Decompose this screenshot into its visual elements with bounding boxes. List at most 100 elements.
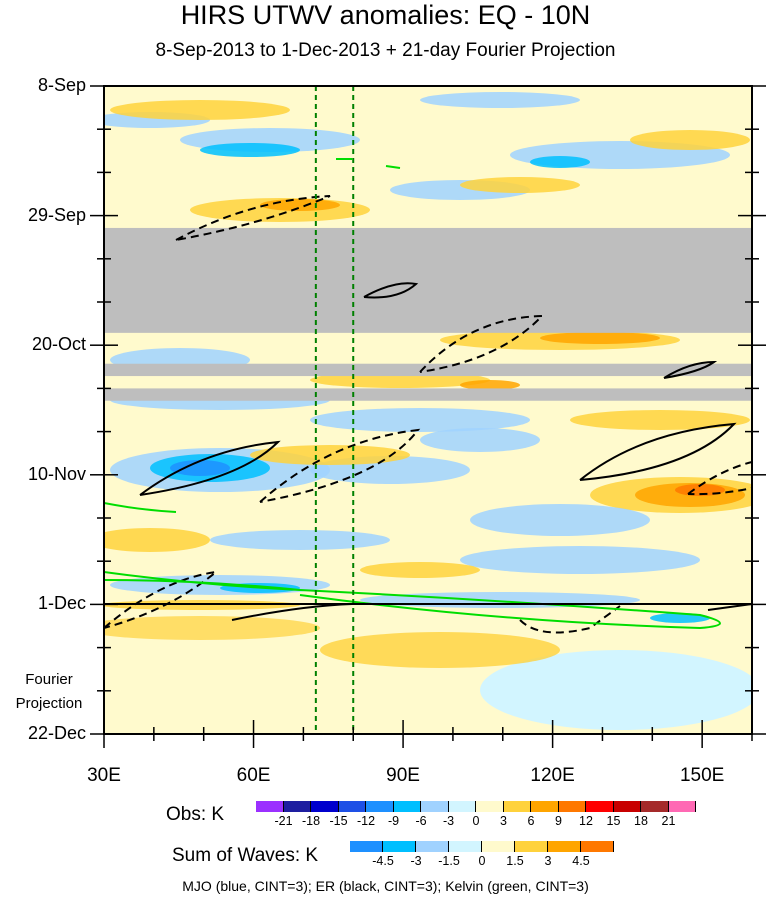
colorbar-level-label: -12 <box>356 814 376 828</box>
colorbar-swatch <box>383 841 416 852</box>
colorbar-level-label: -18 <box>301 814 321 828</box>
waves-colorbar-label: Sum of Waves: K <box>172 845 319 866</box>
plot-frame <box>103 85 753 735</box>
anomaly-blob <box>630 130 750 150</box>
projection-positive-area <box>320 632 560 668</box>
wave-contour <box>663 360 718 379</box>
colorbar-level-label: 3 <box>544 854 552 868</box>
colorbar-level-label: 15 <box>606 814 621 828</box>
y-tick-label: 10-Nov <box>27 463 86 484</box>
x-tick-label: 150E <box>679 765 725 786</box>
anomaly-blob <box>530 156 590 168</box>
colorbar-level-label: 6 <box>527 814 535 828</box>
anomaly-blob <box>570 410 750 430</box>
obs-colorbar-label: Obs: K <box>166 804 225 825</box>
colorbar-level-label: 9 <box>555 814 562 828</box>
missing-data-band <box>104 388 752 401</box>
fourier-projection-label: Fourier Projection <box>8 668 90 716</box>
colorbar-swatch <box>350 841 383 852</box>
colorbar-level-label: 12 <box>579 814 593 828</box>
anomaly-blob <box>104 528 210 552</box>
colorbar-swatch <box>448 801 476 812</box>
colorbar-level-label: 21 <box>661 814 676 828</box>
colorbar-swatch <box>449 841 482 852</box>
x-tick-label: 30E <box>87 765 121 786</box>
colorbar-swatch <box>641 801 669 812</box>
colorbar-swatch <box>338 801 366 812</box>
anomaly-blob <box>360 592 640 608</box>
anomaly-blob <box>200 143 300 157</box>
colorbar-swatch <box>421 801 449 812</box>
wave-contour <box>259 428 421 503</box>
wave-contour <box>139 440 281 496</box>
y-tick-label: 20-Oct <box>31 334 86 355</box>
projection-negative-area <box>480 650 752 730</box>
colorbar-swatch <box>482 841 515 852</box>
colorbar-swatch <box>558 801 586 812</box>
colorbar-level-label: -4.5 <box>372 854 394 868</box>
projection-positive-area-2 <box>104 616 320 640</box>
wave-contour <box>104 502 177 513</box>
colorbar-level-label: 0 <box>472 814 480 828</box>
colorbar-swatch <box>311 801 339 812</box>
colorbar-swatch <box>256 801 284 812</box>
chart-subtitle: 8-Sep-2013 to 1-Dec-2013 + 21-day Fourie… <box>155 40 616 61</box>
contour-legend-note: MJO (blue, CINT=3); ER (black, CINT=3); … <box>182 878 589 894</box>
y-tick-label: 22-Dec <box>27 723 86 743</box>
colorbar-level-label: -21 <box>274 814 293 828</box>
wave-contour <box>385 165 401 169</box>
colorbar-level-label: 3 <box>500 814 507 828</box>
x-tick-label: 90E <box>386 765 420 786</box>
anomaly-field <box>104 86 752 734</box>
colorbar-swatch <box>503 801 531 812</box>
colorbar-swatch <box>668 801 696 812</box>
wave-contour <box>104 570 220 629</box>
colorbar-swatch <box>393 801 421 812</box>
colorbar-swatch <box>416 841 449 852</box>
y-tick-label: 1-Dec <box>37 593 86 614</box>
wave-contour <box>579 422 737 481</box>
anomaly-blob <box>460 546 700 574</box>
anomaly-blob <box>540 332 660 344</box>
colorbar-level-label: -3 <box>442 814 455 828</box>
colorbar-level-label: -15 <box>329 814 348 828</box>
fourier-label-line2: Projection <box>15 695 83 712</box>
y-tick-label: 8-Sep <box>37 75 86 95</box>
anomaly-blob <box>420 428 540 452</box>
anomaly-blob <box>210 530 390 550</box>
colorbar-level-label: 18 <box>634 814 648 828</box>
colorbar-level-label: -3 <box>410 854 422 868</box>
anomaly-blob <box>310 408 530 432</box>
colorbar-swatch <box>531 801 559 812</box>
colorbar-swatch <box>476 801 504 812</box>
colorbar-swatch <box>515 841 548 852</box>
colorbar-level-label: 1.5 <box>506 854 524 868</box>
y-tick-label: 29-Sep <box>27 204 86 225</box>
wave-contour <box>419 314 545 373</box>
anomaly-blob <box>420 92 580 108</box>
colorbar-level-label: -1.5 <box>438 854 460 868</box>
colorbar-swatch <box>548 841 581 852</box>
wave-contour <box>519 605 621 634</box>
colorbar-swatch <box>613 801 641 812</box>
wave-contour <box>175 195 331 241</box>
missing-data-band <box>104 227 752 333</box>
x-tick-label: 120E <box>530 765 575 786</box>
chart-title: HIRS UTWV anomalies: EQ - 10N <box>180 0 591 30</box>
colorbar-level-label: 0 <box>478 854 486 868</box>
colorbar-swatch <box>586 801 614 812</box>
anomaly-blob <box>460 177 580 193</box>
wave-contour <box>363 282 419 299</box>
anomaly-blob <box>470 504 650 536</box>
fourier-label-line1: Fourier <box>25 671 73 688</box>
anomaly-blob <box>110 100 290 120</box>
colorbar-level-label: -6 <box>415 814 427 828</box>
anomaly-blob <box>260 199 340 211</box>
anomaly-blob <box>360 562 480 578</box>
wave-contour <box>299 589 721 630</box>
colorbar-swatch <box>366 801 394 812</box>
colorbar-swatch <box>581 841 614 852</box>
anomaly-blob <box>460 380 520 390</box>
colorbar-level-label: -9 <box>387 814 400 828</box>
